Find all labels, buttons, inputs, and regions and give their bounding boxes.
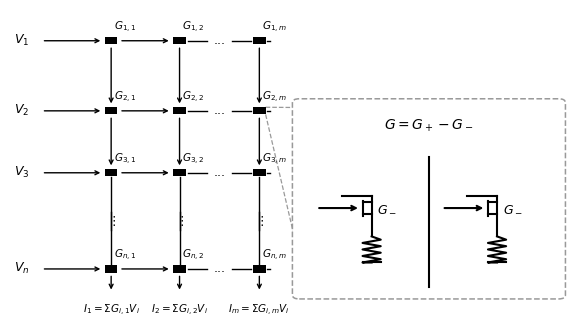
Bar [173,107,186,114]
Bar [105,169,117,176]
Text: $G_{3,m}$: $G_{3,m}$ [262,152,287,167]
Text: $G_{n,m}$: $G_{n,m}$ [262,248,287,263]
Text: $V_2$: $V_2$ [14,103,30,118]
Text: $G_{3,1}$: $G_{3,1}$ [114,152,136,167]
FancyBboxPatch shape [292,99,565,299]
Text: ...: ... [213,262,226,275]
Bar [253,169,266,176]
Text: ...: ... [213,104,226,117]
Text: $G_{2,m}$: $G_{2,m}$ [262,90,287,105]
Bar [253,107,266,114]
Text: ...: ... [213,166,226,179]
Text: $G_{2,2}$: $G_{2,2}$ [182,90,205,105]
Text: $G_{1,1}$: $G_{1,1}$ [114,20,136,35]
Text: $G_{2,1}$: $G_{2,1}$ [114,90,136,105]
Text: $G_{n,1}$: $G_{n,1}$ [114,248,136,263]
Text: $I_1{=}\Sigma G_{i,1}V_i$: $I_1{=}\Sigma G_{i,1}V_i$ [83,303,140,318]
Bar [105,37,117,44]
Bar [173,37,186,44]
Text: $G_{3,2}$: $G_{3,2}$ [182,152,205,167]
Text: $\vdots$: $\vdots$ [175,214,184,228]
Text: ...: ... [213,34,226,47]
Text: $V_3$: $V_3$ [14,165,30,180]
Text: $I_2{=}\Sigma G_{i,2}V_i$: $I_2{=}\Sigma G_{i,2}V_i$ [151,303,208,318]
Bar [105,107,117,114]
Text: $I_m{=}\Sigma G_{i,m}V_i$: $I_m{=}\Sigma G_{i,m}V_i$ [229,303,290,318]
Text: $G_-$: $G_-$ [503,201,523,215]
Bar [105,265,117,273]
Bar [253,37,266,44]
Bar [253,265,266,273]
Text: $G_-$: $G_-$ [377,201,397,215]
Text: $G_{n,2}$: $G_{n,2}$ [182,248,205,263]
Text: $G_{1,2}$: $G_{1,2}$ [182,20,205,35]
Text: $V_1$: $V_1$ [14,33,30,48]
Text: $V_n$: $V_n$ [14,261,30,276]
Bar [173,265,186,273]
Text: $\vdots$: $\vdots$ [255,214,264,228]
Text: $G = G_+ - G_-$: $G = G_+ - G_-$ [384,117,474,134]
Bar [173,169,186,176]
Text: $\vdots$: $\vdots$ [107,214,116,228]
Text: $G_{1,m}$: $G_{1,m}$ [262,20,287,35]
